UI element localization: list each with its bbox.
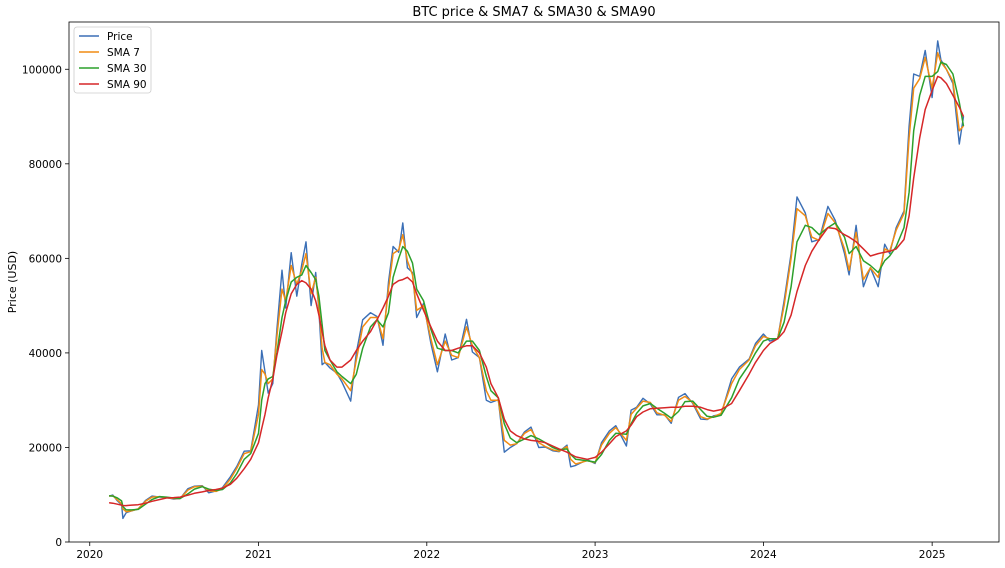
legend-box xyxy=(73,26,152,94)
y-tick-label: 0 xyxy=(55,537,62,549)
x-tick-label: 2020 xyxy=(76,549,103,561)
legend-label: SMA 7 xyxy=(107,47,140,59)
legend: Price SMA 7 SMA 30 SMA 90 xyxy=(73,26,152,94)
x-tick-label: 2024 xyxy=(750,549,777,561)
legend-label: SMA 90 xyxy=(107,79,147,91)
x-tick-label: 2022 xyxy=(413,549,440,561)
y-tick-label: 20000 xyxy=(29,442,62,454)
legend-label: SMA 30 xyxy=(107,63,147,75)
chart-title: BTC price & SMA7 & SMA30 & SMA90 xyxy=(412,5,655,20)
x-tick-label: 2023 xyxy=(582,549,609,561)
series-layer xyxy=(108,40,965,520)
y-tick-label: 100000 xyxy=(22,64,62,76)
y-tick-label: 80000 xyxy=(29,159,62,171)
legend-label: Price xyxy=(107,31,133,43)
x-tick-label: 2025 xyxy=(919,549,946,561)
x-tick-label: 2021 xyxy=(245,549,272,561)
y-tick-label: 60000 xyxy=(29,253,62,265)
series-line-price xyxy=(108,40,965,520)
y-tick-label: 40000 xyxy=(29,348,62,360)
axes-layer: 2020 2021 2022 2023 2024 2025 0 20000 40000 60000… xyxy=(22,64,946,561)
series-line-sma-90 xyxy=(109,75,965,507)
plot-frame xyxy=(68,21,1000,543)
y-axis-label: Price (USD) xyxy=(6,251,19,313)
